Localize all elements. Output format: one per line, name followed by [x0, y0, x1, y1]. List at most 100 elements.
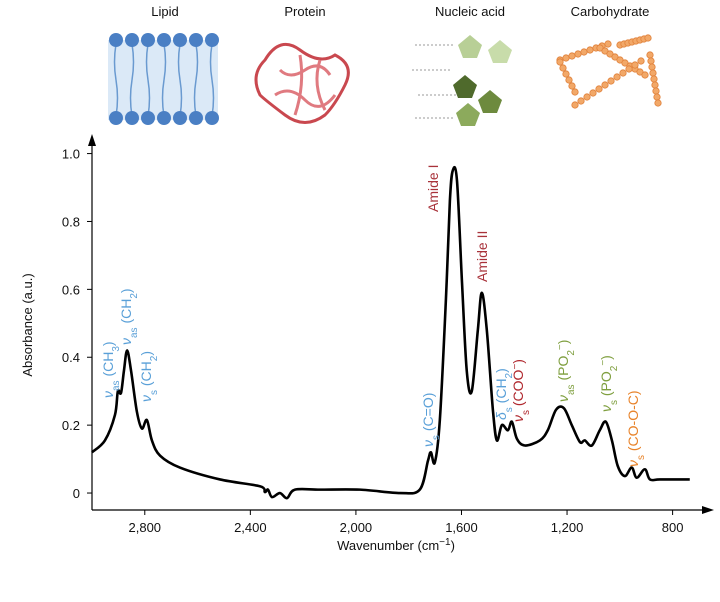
text-part: as [129, 327, 140, 338]
text-part: − [598, 360, 609, 366]
x-tick-label: 1,600 [445, 520, 478, 535]
icon-label: Protein [284, 4, 325, 19]
y-tick-label: 0.8 [62, 214, 80, 229]
sugar-unit [644, 34, 652, 42]
x-tick-label: 1,200 [551, 520, 584, 535]
text-part: ν [100, 391, 116, 398]
text-part: ν [118, 338, 134, 345]
text-part: Wavenumber (cm [337, 538, 439, 553]
sugar-unit [637, 57, 645, 65]
text-part: s [504, 407, 515, 412]
spectrum-line [91, 166, 690, 500]
y-axis-label: Absorbance (a.u.) [20, 273, 35, 376]
sugar-unit [589, 89, 597, 97]
protein-icon [254, 42, 350, 124]
annotation: νs (PO2−) [598, 355, 620, 412]
sugar-unit [565, 76, 573, 84]
sugar-unit [556, 58, 564, 66]
sugar-unit [641, 71, 649, 79]
text-part: ) [138, 351, 154, 356]
sugar-unit [646, 51, 654, 59]
sugar-unit [574, 50, 582, 58]
text-part: −1 [439, 537, 451, 548]
sugar-unit [647, 57, 655, 65]
text-part: δ [493, 412, 509, 420]
annotation: νs (CH2) [138, 351, 160, 402]
text-part: (CH [493, 378, 509, 407]
x-tick-label: 2,400 [234, 520, 267, 535]
sugar-unit [601, 81, 609, 89]
text-part: (CH [138, 361, 154, 390]
x-axis-label: Wavenumber (cm−1) [337, 537, 455, 554]
text-part: 2 [129, 293, 140, 299]
carbohydrate-icon [556, 34, 662, 109]
text-part: s [609, 400, 620, 405]
sugar-unit [562, 70, 570, 78]
sugar-unit [568, 52, 576, 60]
sugar-unit [649, 69, 657, 77]
x-tick-label: 2,800 [129, 520, 162, 535]
text-part: 2 [566, 350, 577, 356]
sugar-unit [619, 69, 627, 77]
annotation: νs (C=O) [420, 393, 442, 447]
annotation: νs (CO-O-C) [625, 390, 647, 467]
y-tick-label: 0.6 [62, 282, 80, 297]
text-part: ) [598, 355, 614, 360]
annotation: δs (CH2) [493, 368, 515, 420]
sugar-unit [571, 101, 579, 109]
lipid-icon [108, 33, 219, 125]
y-tick-label: 1.0 [62, 147, 80, 162]
sugar-unit [650, 75, 658, 83]
text-part: 2 [504, 372, 515, 378]
text-part: Amide I [425, 165, 441, 212]
text-part: Amide II [474, 231, 490, 282]
sugar-unit [577, 97, 585, 105]
text-part: ν [555, 395, 571, 402]
y-tick-label: 0 [73, 486, 80, 501]
text-part: (CO-O-C) [625, 390, 641, 455]
y-tick-label: 0.2 [62, 418, 80, 433]
text-part: ν [138, 395, 154, 402]
text-part: ν [510, 415, 526, 422]
text-part: (PO [598, 371, 614, 400]
text-part: 3 [111, 346, 122, 352]
annotation: Amide II [474, 231, 490, 282]
x-tick-label: 2,000 [340, 520, 373, 535]
annotation: νas (PO2−) [555, 340, 577, 402]
sugar-unit [580, 48, 588, 56]
text-part: 2 [149, 355, 160, 361]
sugar-unit [653, 93, 661, 101]
sugar-unit [625, 65, 633, 73]
sugar-unit [562, 54, 570, 62]
sugar-unit [654, 99, 662, 107]
sugar-unit [568, 82, 576, 90]
text-part: ν [420, 440, 436, 447]
text-part: ) [100, 341, 116, 346]
sugar-unit [571, 88, 579, 96]
text-part: (CH [118, 299, 134, 328]
sugar-unit [613, 73, 621, 81]
annotation: Amide I [425, 165, 441, 212]
text-part: s [521, 410, 532, 415]
text-part: (PO [555, 356, 571, 385]
text-part: (CH [100, 352, 116, 381]
sugar-unit [586, 46, 594, 54]
nucleic-acid-icon [412, 35, 512, 126]
text-part: ) [118, 288, 134, 293]
text-part: − [510, 364, 521, 370]
x-tick-label: 800 [662, 520, 684, 535]
sugar-unit [559, 64, 567, 72]
text-part: ) [555, 340, 571, 345]
icon-label: Lipid [151, 4, 178, 19]
text-part: 2 [609, 365, 620, 371]
icon-label: Nucleic acid [435, 4, 505, 19]
icon-label: Carbohydrate [571, 4, 650, 19]
text-part: ) [493, 368, 509, 373]
text-part: ) [510, 359, 526, 364]
text-part: s [636, 455, 647, 460]
sugar-unit [604, 40, 612, 48]
sugar-unit [652, 87, 660, 95]
text-part: (C=O) [420, 393, 436, 435]
text-part: ν [625, 460, 641, 467]
